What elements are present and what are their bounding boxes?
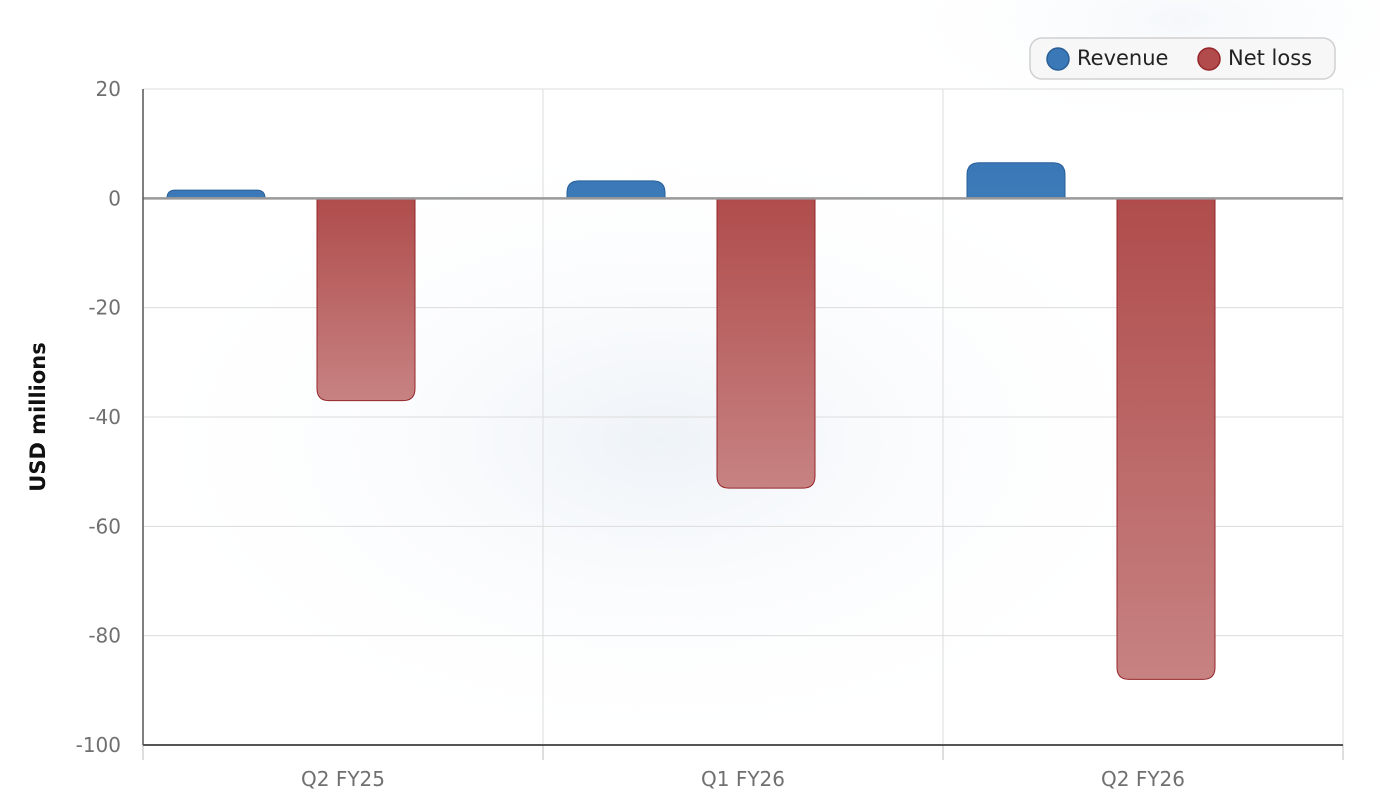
x-tick-label: Q1 FY26	[701, 767, 785, 791]
y-tick-label: -60	[88, 514, 121, 538]
legend-swatch	[1197, 47, 1221, 71]
bar-revenue	[966, 162, 1066, 199]
plot-background	[100, 110, 1220, 770]
y-tick-label: -40	[88, 405, 121, 429]
bar-net-loss	[716, 197, 816, 489]
bar-net-loss	[1116, 197, 1216, 680]
y-tick-label: -100	[76, 733, 121, 757]
legend-label: Revenue	[1077, 46, 1168, 70]
bar-revenue	[166, 189, 266, 199]
y-tick-label: 0	[108, 186, 121, 210]
y-tick-label: 20	[96, 77, 121, 101]
y-tick-label: -20	[88, 296, 121, 320]
legend-box	[1029, 37, 1336, 80]
bar-net-loss	[316, 197, 416, 402]
y-tick-label: -80	[88, 624, 121, 648]
y-axis-label: USD millions	[26, 342, 50, 491]
legend-swatch	[1046, 47, 1070, 71]
legend-label: Net loss	[1228, 46, 1312, 70]
x-tick-label: Q2 FY26	[1101, 767, 1185, 791]
bar-revenue	[566, 180, 666, 199]
x-tick-label: Q2 FY25	[301, 767, 385, 791]
